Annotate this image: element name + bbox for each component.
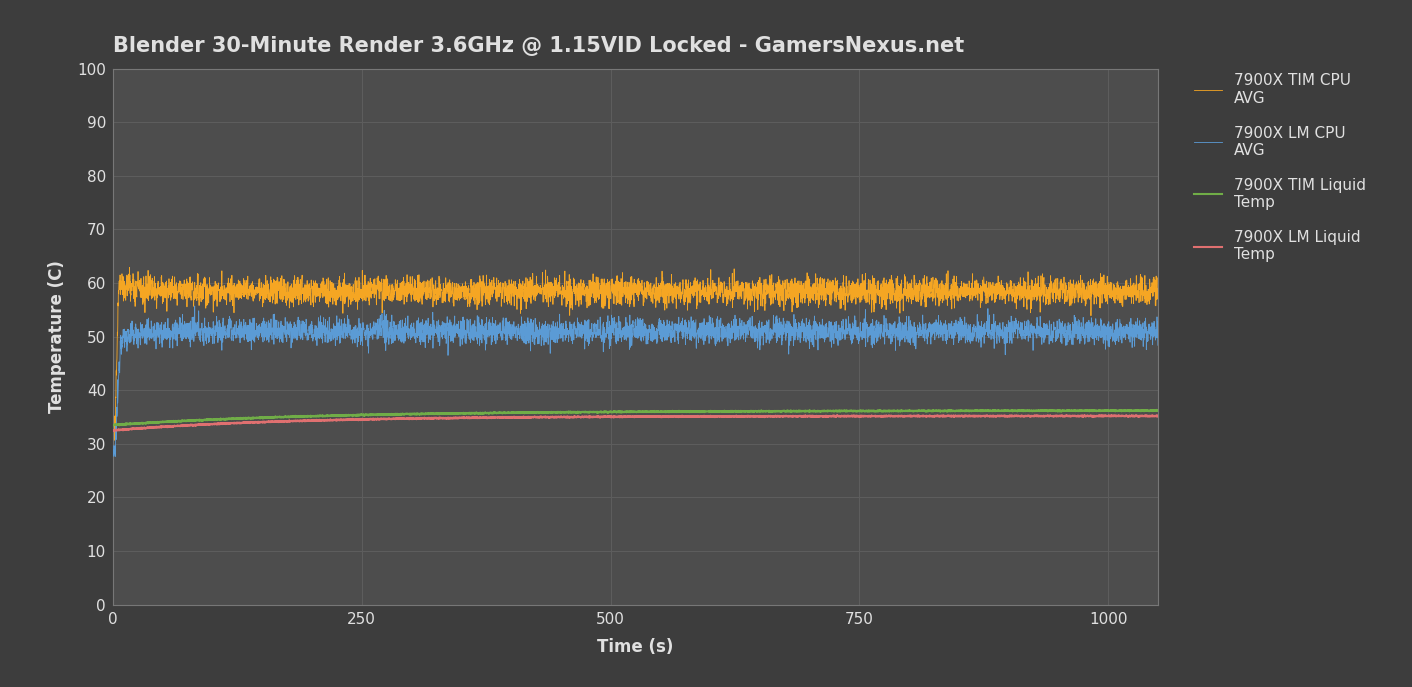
7900X TIM CPU
AVG [504,284,521,292]
7900X TIM Liquid
Temp [784,407,801,415]
7900X TIM Liquid
Temp [294,412,311,420]
7900X TIM Liquid
Temp [884,407,901,415]
7900X LM Liquid
Temp [104,427,121,435]
7900X TIM CPU
AVG [295,285,312,293]
7900X TIM CPU
AVG [785,281,802,289]
7900X LM CPU
AVG [186,302,203,310]
7900X LM CPU
AVG [731,324,748,332]
7900X TIM Liquid
Temp [104,421,121,429]
7900X LM Liquid
Temp [964,412,981,420]
7900X TIM CPU
AVG [104,425,121,433]
7900X TIM Liquid
Temp [504,408,521,416]
7900X LM CPU
AVG [964,323,981,331]
7900X TIM Liquid
Temp [1149,406,1166,414]
7900X TIM CPU
AVG [121,263,138,271]
X-axis label: Time (s): Time (s) [597,638,674,655]
Legend: 7900X TIM CPU
AVG, 7900X LM CPU
AVG, 7900X TIM Liquid
Temp, 7900X LM Liquid
Temp: 7900X TIM CPU AVG, 7900X LM CPU AVG, 790… [1186,66,1374,270]
7900X TIM CPU
AVG [106,436,123,444]
7900X LM CPU
AVG [504,321,521,329]
Line: 7900X LM CPU
AVG: 7900X LM CPU AVG [113,306,1158,456]
7900X LM Liquid
Temp [731,412,748,420]
7900X TIM CPU
AVG [964,269,981,278]
7900X LM CPU
AVG [107,452,124,460]
7900X LM Liquid
Temp [104,427,121,435]
7900X LM CPU
AVG [1149,341,1166,350]
Text: Blender 30-Minute Render 3.6GHz @ 1.15VID Locked - GamersNexus.net: Blender 30-Minute Render 3.6GHz @ 1.15VI… [113,36,964,56]
7900X LM CPU
AVG [295,317,312,325]
7900X LM Liquid
Temp [784,412,801,420]
Line: 7900X LM Liquid
Temp: 7900X LM Liquid Temp [113,415,1158,431]
7900X LM CPU
AVG [104,449,121,458]
7900X LM Liquid
Temp [1149,412,1166,420]
Y-axis label: Temperature (C): Temperature (C) [48,260,66,413]
7900X LM Liquid
Temp [829,411,846,419]
7900X TIM CPU
AVG [884,285,901,293]
7900X LM Liquid
Temp [504,414,521,422]
Line: 7900X TIM CPU
AVG: 7900X TIM CPU AVG [113,267,1158,440]
7900X LM Liquid
Temp [884,412,901,420]
7900X LM CPU
AVG [884,322,901,330]
7900X TIM CPU
AVG [1149,293,1166,302]
7900X TIM Liquid
Temp [731,407,748,415]
7900X TIM CPU
AVG [731,281,748,289]
Line: 7900X TIM Liquid
Temp: 7900X TIM Liquid Temp [113,410,1158,425]
7900X TIM Liquid
Temp [1148,406,1165,414]
7900X LM CPU
AVG [785,326,802,335]
7900X TIM Liquid
Temp [963,407,980,415]
7900X LM Liquid
Temp [295,417,312,425]
